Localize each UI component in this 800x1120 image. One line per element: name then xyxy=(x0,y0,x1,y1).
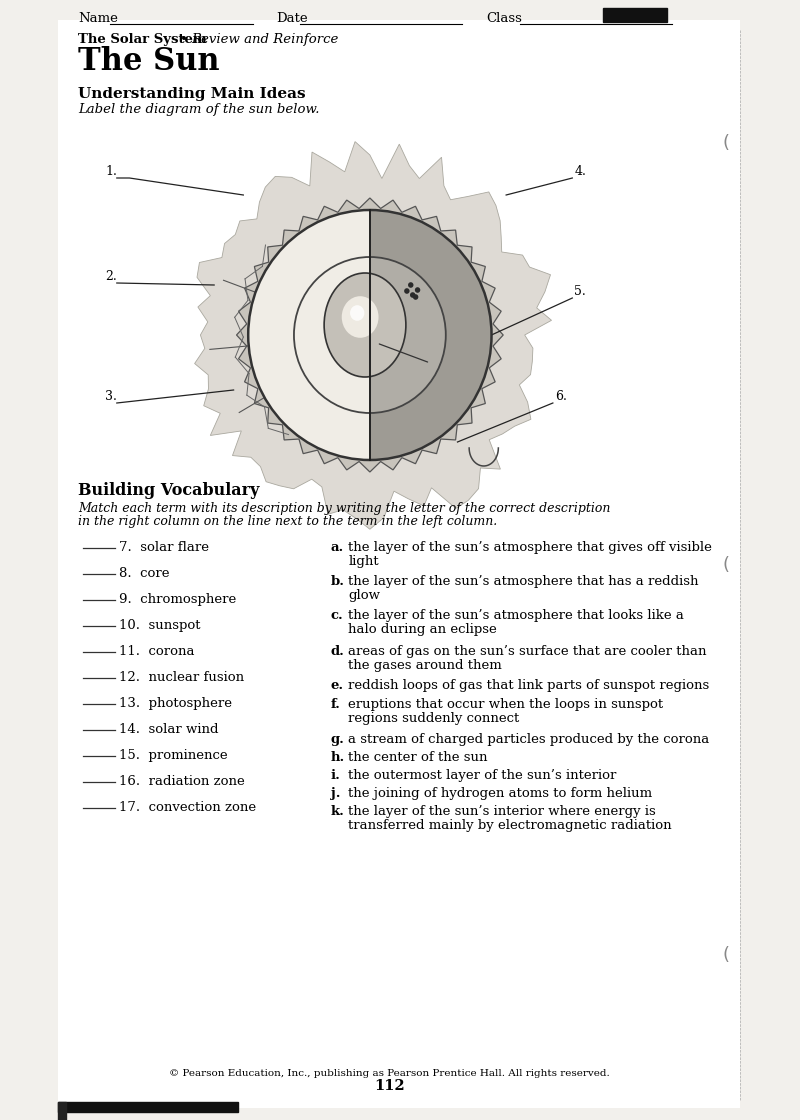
FancyBboxPatch shape xyxy=(58,20,740,1108)
Text: 112: 112 xyxy=(374,1079,405,1093)
Text: in the right column on the line next to the term in the left column.: in the right column on the line next to … xyxy=(78,515,497,528)
Text: Class: Class xyxy=(486,12,522,25)
Text: 9.  chromosphere: 9. chromosphere xyxy=(118,592,236,606)
Text: the layer of the sun’s atmosphere that looks like a: the layer of the sun’s atmosphere that l… xyxy=(349,609,684,622)
Text: (: ( xyxy=(722,556,730,575)
Ellipse shape xyxy=(350,306,364,320)
Text: i.: i. xyxy=(331,769,341,782)
Text: areas of gas on the sun’s surface that are cooler than: areas of gas on the sun’s surface that a… xyxy=(349,645,707,659)
Text: regions suddenly connect: regions suddenly connect xyxy=(349,712,520,725)
Text: eruptions that occur when the loops in sunspot: eruptions that occur when the loops in s… xyxy=(349,698,663,711)
Text: b.: b. xyxy=(331,575,345,588)
Text: Understanding Main Ideas: Understanding Main Ideas xyxy=(78,87,306,101)
Text: The Sun: The Sun xyxy=(78,46,219,77)
Text: 17.  convection zone: 17. convection zone xyxy=(118,801,256,814)
Text: 16.  radiation zone: 16. radiation zone xyxy=(118,775,245,788)
Text: 10.  sunspot: 10. sunspot xyxy=(118,619,200,632)
Text: the gases around them: the gases around them xyxy=(349,659,502,672)
Text: Label the diagram of the sun below.: Label the diagram of the sun below. xyxy=(78,103,319,116)
Text: the layer of the sun’s interior where energy is: the layer of the sun’s interior where en… xyxy=(349,805,656,818)
Circle shape xyxy=(410,292,415,298)
Ellipse shape xyxy=(324,273,406,377)
Text: the layer of the sun’s atmosphere that has a reddish: the layer of the sun’s atmosphere that h… xyxy=(349,575,699,588)
Text: 8.  core: 8. core xyxy=(118,567,170,580)
Text: f.: f. xyxy=(331,698,341,711)
Circle shape xyxy=(415,287,420,292)
Text: 14.  solar wind: 14. solar wind xyxy=(118,724,218,736)
Bar xyxy=(58,1102,66,1120)
Text: a stream of charged particles produced by the corona: a stream of charged particles produced b… xyxy=(349,732,710,746)
Text: Review and Reinforce: Review and Reinforce xyxy=(190,32,338,46)
Text: Match each term with its description by writing the letter of the correct descri: Match each term with its description by … xyxy=(78,502,610,515)
Text: light: light xyxy=(349,556,379,568)
Text: reddish loops of gas that link parts of sunspot regions: reddish loops of gas that link parts of … xyxy=(349,679,710,692)
Text: 6.: 6. xyxy=(555,390,566,403)
Circle shape xyxy=(404,288,410,293)
Text: 1.: 1. xyxy=(105,165,117,178)
Text: The Solar System: The Solar System xyxy=(78,32,206,46)
Text: 15.  prominence: 15. prominence xyxy=(118,749,227,762)
Text: (: ( xyxy=(722,134,730,152)
Wedge shape xyxy=(370,211,491,460)
Circle shape xyxy=(408,282,414,288)
Text: the joining of hydrogen atoms to form helium: the joining of hydrogen atoms to form he… xyxy=(349,787,653,800)
Text: •: • xyxy=(180,32,188,46)
Text: 13.  photosphere: 13. photosphere xyxy=(118,697,232,710)
Text: Building Vocabulary: Building Vocabulary xyxy=(78,482,259,500)
Text: the layer of the sun’s atmosphere that gives off visible: the layer of the sun’s atmosphere that g… xyxy=(349,541,712,554)
Text: 12.  nuclear fusion: 12. nuclear fusion xyxy=(118,671,244,684)
Circle shape xyxy=(413,295,418,300)
Text: (: ( xyxy=(722,946,730,964)
Text: 4.: 4. xyxy=(574,165,586,178)
Ellipse shape xyxy=(342,296,378,338)
Text: g.: g. xyxy=(331,732,345,746)
Text: © Pearson Education, Inc., publishing as Pearson Prentice Hall. All rights reser: © Pearson Education, Inc., publishing as… xyxy=(169,1068,610,1077)
Text: 5.: 5. xyxy=(574,284,586,298)
Text: j.: j. xyxy=(331,787,341,800)
Text: 3.: 3. xyxy=(105,390,117,403)
Text: e.: e. xyxy=(331,679,344,692)
Text: c.: c. xyxy=(331,609,344,622)
Polygon shape xyxy=(237,198,503,472)
Polygon shape xyxy=(194,141,551,530)
Text: d.: d. xyxy=(331,645,345,659)
Text: halo during an eclipse: halo during an eclipse xyxy=(349,623,498,636)
Wedge shape xyxy=(248,211,370,460)
Text: glow: glow xyxy=(349,589,381,603)
Text: the outermost layer of the sun’s interior: the outermost layer of the sun’s interio… xyxy=(349,769,617,782)
Text: 11.  corona: 11. corona xyxy=(118,645,194,659)
Text: k.: k. xyxy=(331,805,345,818)
Text: Name: Name xyxy=(78,12,118,25)
Text: Date: Date xyxy=(277,12,308,25)
Text: 7.  solar flare: 7. solar flare xyxy=(118,541,209,554)
Bar xyxy=(603,8,666,22)
Text: the center of the sun: the center of the sun xyxy=(349,752,488,764)
Text: 2.: 2. xyxy=(105,270,117,283)
Text: h.: h. xyxy=(331,752,345,764)
Text: a.: a. xyxy=(331,541,344,554)
Wedge shape xyxy=(294,256,370,413)
Text: transferred mainly by electromagnetic radiation: transferred mainly by electromagnetic ra… xyxy=(349,819,672,832)
Wedge shape xyxy=(370,256,446,413)
Bar xyxy=(58,1102,238,1112)
